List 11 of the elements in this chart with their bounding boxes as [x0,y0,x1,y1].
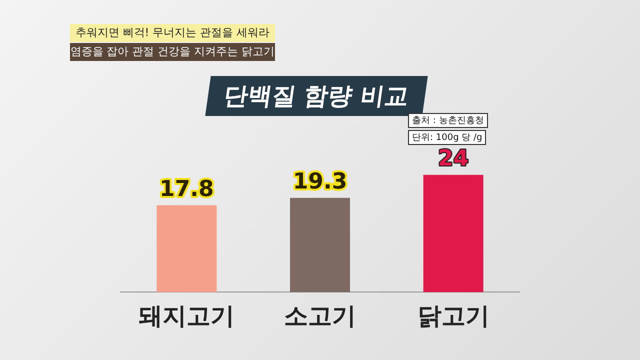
text: 추워지면 삐걱! 무너지는 관절을 세워라 [70,24,275,42]
x-tick-label: 소고기 [284,302,356,330]
data-label: 24 [438,146,469,172]
x-tick-label: 돼지고기 [138,302,235,330]
x-tick-label: 닭고기 [417,302,490,330]
data-label: 17.8 [160,176,214,202]
text: 염증을 잡아 관절 건강을 지켜주는 닭고기 [70,43,275,61]
chart-title: 단백질 함량 비교 [205,76,428,116]
data-label: 19.3 [292,170,348,195]
text: 단위: 100g 당 /g [408,130,486,145]
source-note: 출처 : 농촌진흥청 [408,113,488,128]
